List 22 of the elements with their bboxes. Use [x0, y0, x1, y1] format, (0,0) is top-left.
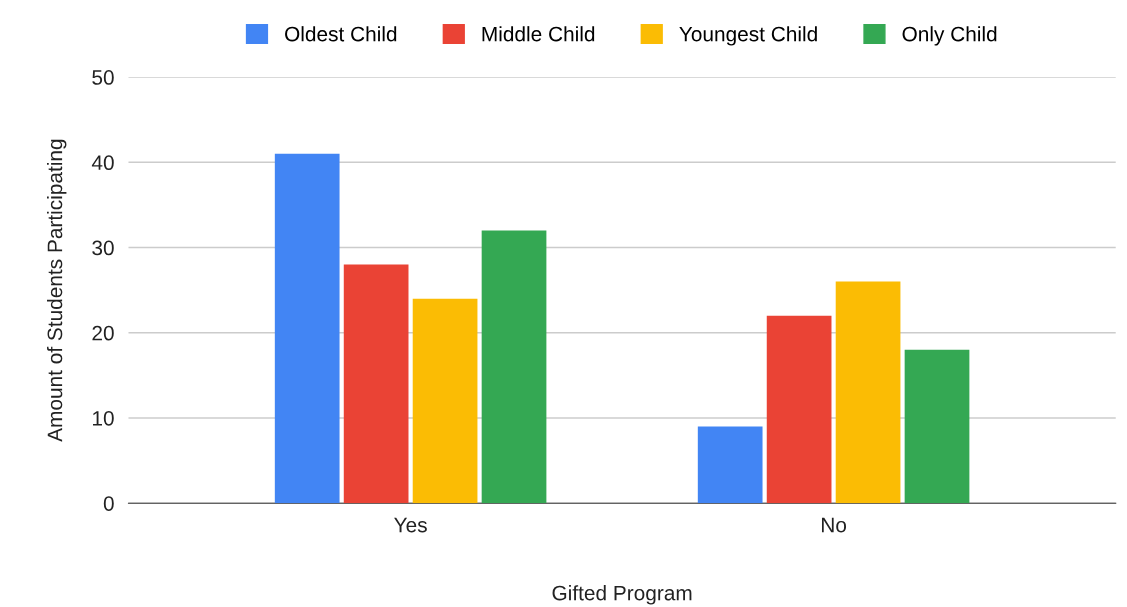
bar	[274, 153, 340, 504]
x-tick-label: No	[821, 517, 847, 533]
x-axis-title: Gifted Program	[552, 585, 692, 605]
bar	[481, 230, 547, 504]
y-tick-label: 10	[93, 410, 114, 426]
legend-label: Oldest Child	[285, 26, 397, 42]
y-axis-title: Amount of Students Participating	[47, 139, 67, 442]
bar	[412, 298, 478, 504]
bar	[904, 349, 970, 504]
y-tick-label: 50	[92, 70, 114, 85]
x-tick-label: Yes	[394, 517, 427, 533]
legend-label: Youngest Child	[679, 26, 817, 46]
y-tick-label: 30	[92, 240, 114, 256]
bar	[697, 426, 763, 504]
bar	[343, 264, 409, 504]
legend-label: Only Child	[902, 26, 997, 46]
bar	[835, 281, 901, 504]
y-tick-label: 40	[91, 155, 114, 171]
y-tick-label: 0	[103, 496, 114, 511]
bar	[766, 315, 832, 504]
legend-label: Middle Child	[482, 26, 595, 42]
y-tick-label: 20	[92, 325, 114, 341]
